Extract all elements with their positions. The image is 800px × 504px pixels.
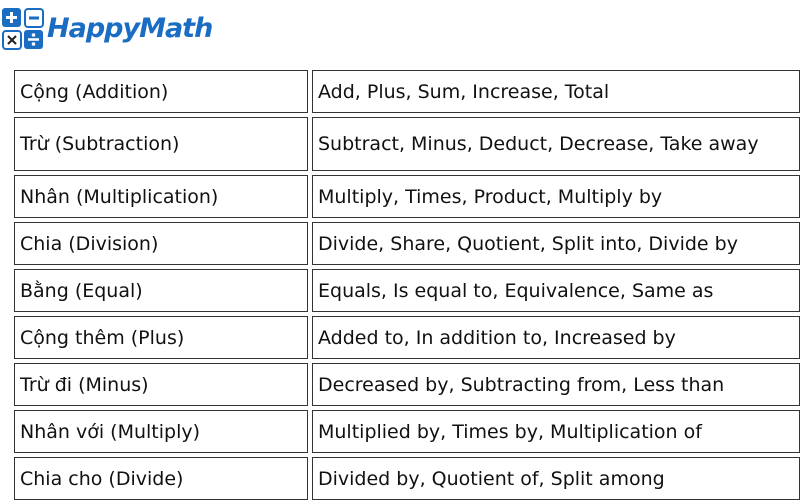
table-cell: Added to, In addition to, Increased by	[312, 316, 800, 359]
table-row: Nhân với (Multiply) Multiplied by, Times …	[14, 410, 800, 453]
table-cell: Multiplied by, Times by, Multiplication …	[312, 410, 800, 453]
table-cell: Add, Plus, Sum, Increase, Total	[312, 70, 800, 113]
table-cell: Cộng (Addition)	[14, 70, 308, 113]
table-cell: Bằng (Equal)	[14, 269, 308, 312]
table-row: Nhân (Multiplication) Multiply, Times, Pr…	[14, 175, 800, 218]
table-cell: Subtract, Minus, Deduct, Decrease, Take …	[312, 117, 800, 171]
table-cell: Trừ (Subtraction)	[14, 117, 308, 171]
table-cell: Trừ đi (Minus)	[14, 363, 308, 406]
table-cell: Chia (Division)	[14, 222, 308, 265]
table-cell: Nhân với (Multiply)	[14, 410, 308, 453]
table: Cộng (Addition) Add, Plus, Sum, Increase,…	[10, 66, 800, 504]
table-cell: Divided by, Quotient of, Split among	[312, 457, 800, 500]
table-cell: Cộng thêm (Plus)	[14, 316, 308, 359]
table-row: Cộng (Addition) Add, Plus, Sum, Increase,…	[14, 70, 800, 113]
table-cell: Equals, Is equal to, Equivalence, Same a…	[312, 269, 800, 312]
table-cell: Multiply, Times, Product, Multiply by	[312, 175, 800, 218]
table-row: Cộng thêm (Plus) Added to, In addition to…	[14, 316, 800, 359]
table-row: Trừ (Subtraction) Subtract, Minus, Deduct…	[14, 117, 800, 171]
logo-text: HappyMath	[47, 13, 213, 44]
table-row: Chia cho (Divide) Divided by, Quotient of…	[14, 457, 800, 500]
table-cell: Decreased by, Subtracting from, Less tha…	[312, 363, 800, 406]
table-cell: Chia cho (Divide)	[14, 457, 308, 500]
table-cell: Nhân (Multiplication)	[14, 175, 308, 218]
table-row: Trừ đi (Minus) Decreased by, Subtracting …	[14, 363, 800, 406]
logo-icon	[2, 8, 44, 50]
table-row: Chia (Division) Divide, Share, Quotient, …	[14, 222, 800, 265]
table-cell: Divide, Share, Quotient, Split into, Div…	[312, 222, 800, 265]
table-row: Bằng (Equal) Equals, Is equal to, Equival…	[14, 269, 800, 312]
